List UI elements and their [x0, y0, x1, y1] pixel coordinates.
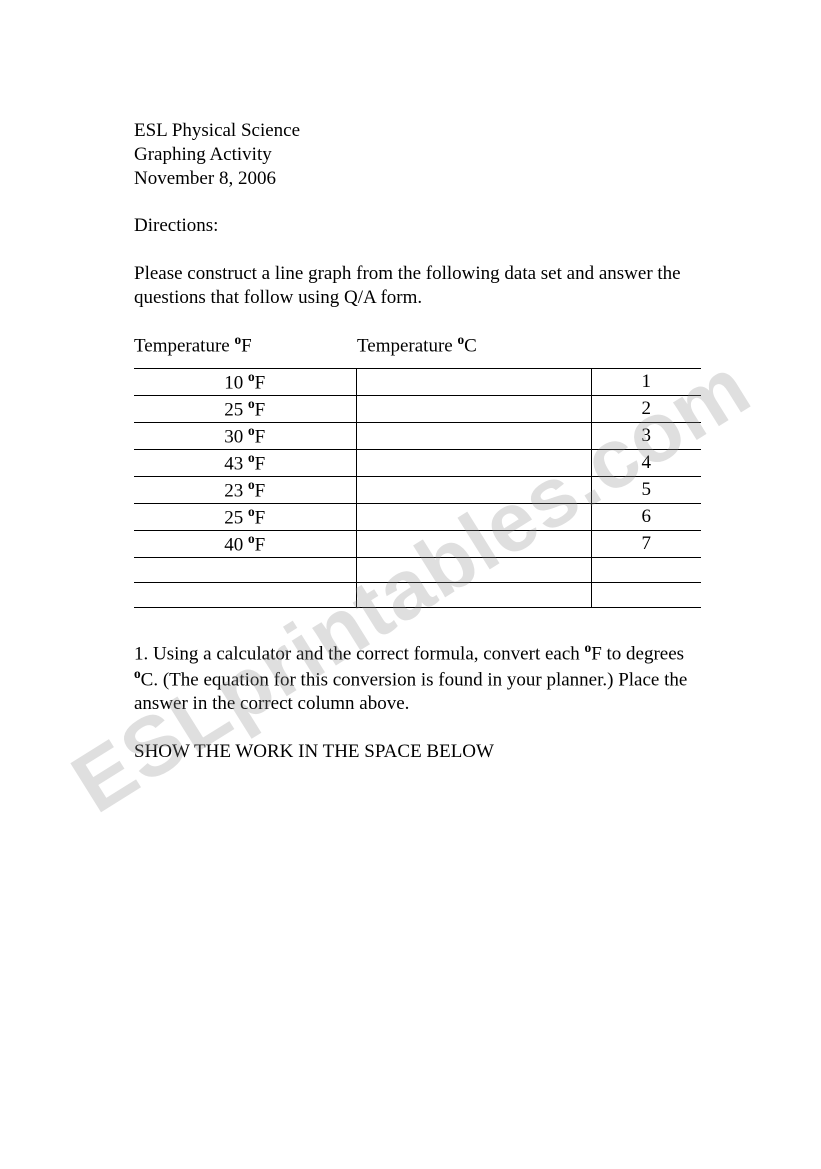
- header-activity: Graphing Activity: [134, 143, 695, 167]
- cell-celsius: [356, 558, 591, 583]
- col1-header-unit: F: [241, 335, 252, 356]
- cell-celsius: [356, 503, 591, 530]
- cell-fahrenheit: 23 oF: [134, 476, 356, 503]
- cell-celsius: [356, 368, 591, 395]
- header-course: ESL Physical Science: [134, 119, 695, 143]
- show-work-instruction: SHOW THE WORK IN THE SPACE BELOW: [134, 740, 695, 764]
- document-header: ESL Physical Science Graphing Activity N…: [134, 119, 695, 190]
- page-content: ESL Physical Science Graphing Activity N…: [0, 0, 821, 764]
- column-header-celsius: Temperature oC: [357, 332, 695, 358]
- cell-fahrenheit: [134, 583, 356, 608]
- degree-symbol: o: [585, 640, 592, 655]
- table-row: [134, 583, 701, 608]
- header-date: November 8, 2006: [134, 167, 695, 191]
- cell-index: 7: [591, 531, 701, 558]
- table-row: 43 oF 4: [134, 449, 701, 476]
- cell-fahrenheit: 25 oF: [134, 503, 356, 530]
- cell-fahrenheit: 43 oF: [134, 449, 356, 476]
- q1-unit1: F: [591, 643, 602, 664]
- table-row: [134, 558, 701, 583]
- degree-symbol: o: [234, 332, 241, 347]
- column-headers: Temperature oF Temperature oC: [134, 332, 695, 358]
- q1-unit2: C: [141, 670, 154, 691]
- table-row: 25 oF 6: [134, 503, 701, 530]
- cell-celsius: [356, 449, 591, 476]
- q1-suffix: . (The equation for this conversion is f…: [134, 670, 687, 715]
- cell-fahrenheit: 40 oF: [134, 531, 356, 558]
- cell-celsius: [356, 583, 591, 608]
- cell-fahrenheit: 10 oF: [134, 368, 356, 395]
- cell-fahrenheit: 30 oF: [134, 422, 356, 449]
- cell-celsius: [356, 395, 591, 422]
- q1-mid: to degrees: [602, 643, 684, 664]
- cell-fahrenheit: 25 oF: [134, 395, 356, 422]
- cell-index: 5: [591, 476, 701, 503]
- cell-celsius: [356, 422, 591, 449]
- cell-celsius: [356, 476, 591, 503]
- table-row: 30 oF 3: [134, 422, 701, 449]
- degree-symbol: o: [457, 332, 464, 347]
- col1-header-text: Temperature: [134, 335, 234, 356]
- cell-index: 1: [591, 368, 701, 395]
- table-row: 40 oF 7: [134, 531, 701, 558]
- directions-label: Directions:: [134, 214, 695, 238]
- column-header-fahrenheit: Temperature oF: [134, 332, 357, 358]
- col2-header-text: Temperature: [357, 335, 457, 356]
- table-row: 23 oF 5: [134, 476, 701, 503]
- cell-index: 3: [591, 422, 701, 449]
- cell-celsius: [356, 531, 591, 558]
- cell-index: [591, 583, 701, 608]
- cell-fahrenheit: [134, 558, 356, 583]
- cell-index: 2: [591, 395, 701, 422]
- directions-text: Please construct a line graph from the f…: [134, 262, 695, 310]
- col2-header-unit: C: [464, 335, 477, 356]
- question-1: 1. Using a calculator and the correct fo…: [134, 640, 695, 716]
- q1-prefix: 1. Using a calculator and the correct fo…: [134, 643, 585, 664]
- table-row: 25 oF 2: [134, 395, 701, 422]
- table-row: 10 oF 1: [134, 368, 701, 395]
- cell-index: [591, 558, 701, 583]
- temperature-table: 10 oF125 oF230 oF343 oF423 oF525 oF640 o…: [134, 368, 701, 609]
- cell-index: 6: [591, 503, 701, 530]
- cell-index: 4: [591, 449, 701, 476]
- degree-symbol: o: [134, 666, 141, 681]
